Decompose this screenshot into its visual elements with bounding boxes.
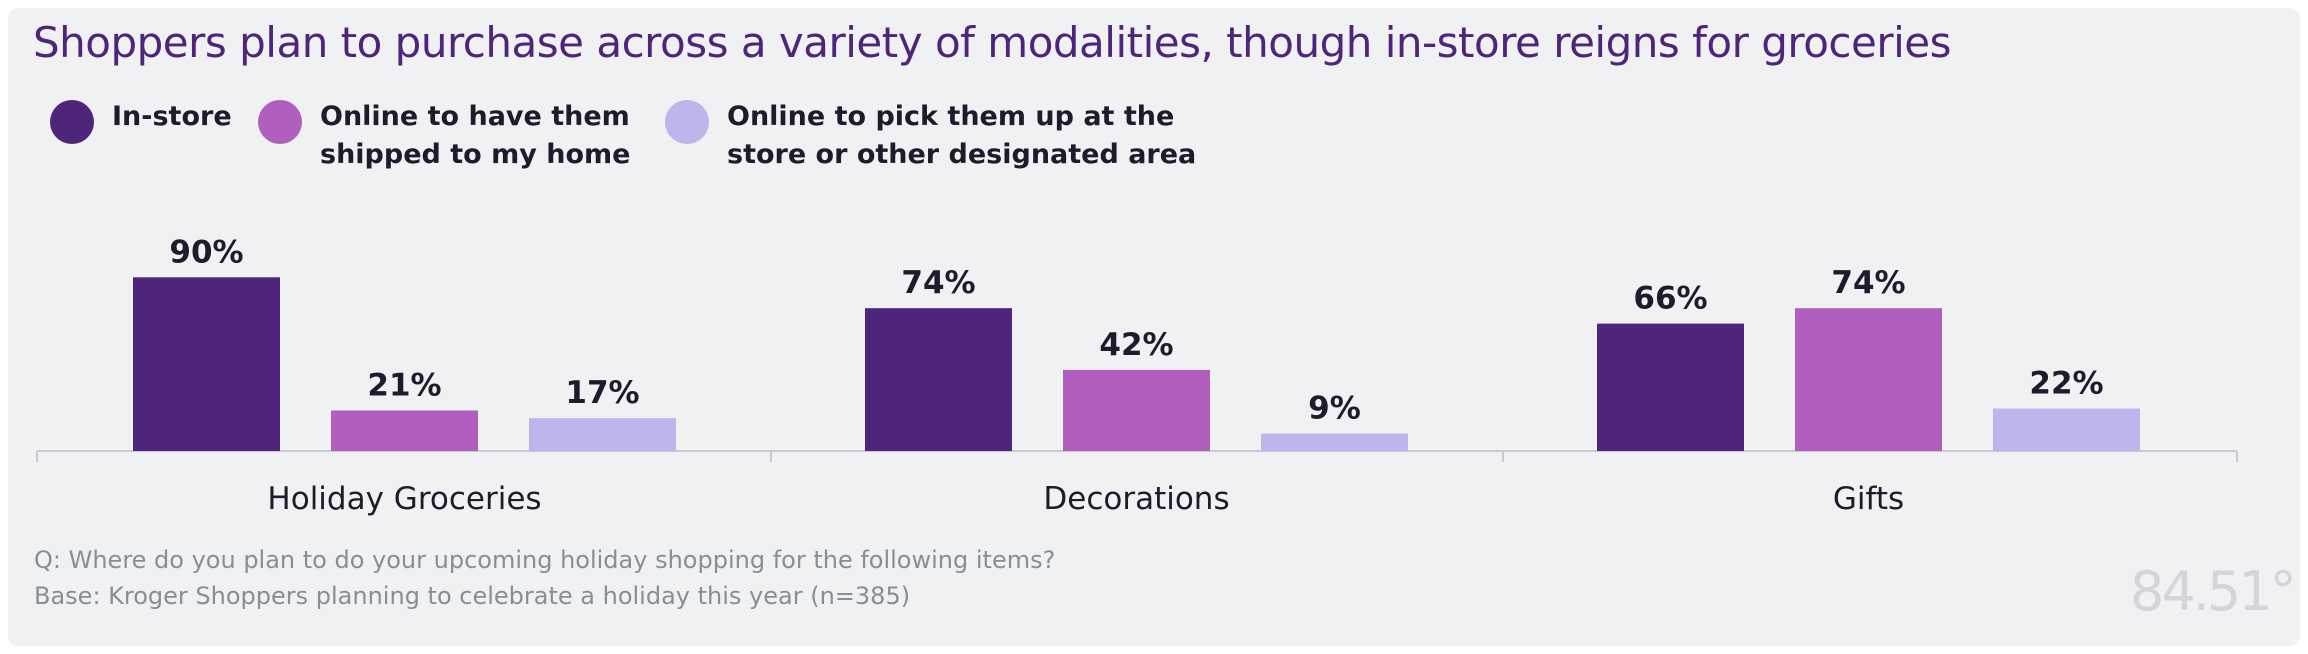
base-footnote: Base: Kroger Shoppers planning to celebr… xyxy=(34,582,911,610)
data-label-gifts-online-to-pick-them-up-at-the-store-or-other-designated-area: 22% xyxy=(2029,366,2103,402)
data-label-holiday-groceries-online-to-have-them-shipped-to-my-home: 21% xyxy=(367,367,441,403)
data-label-decorations-online-to-have-them-shipped-to-my-home: 42% xyxy=(1099,327,1173,363)
data-label-holiday-groceries-in-store: 90% xyxy=(169,234,243,270)
bar-gifts-in-store xyxy=(1597,323,1744,451)
bar-decorations-in-store xyxy=(865,308,1012,451)
data-label-holiday-groceries-online-to-pick-them-up-at-the-store-or-other-designated-area: 17% xyxy=(565,375,639,411)
bar-holiday-groceries-in-store xyxy=(133,277,280,451)
legend-label-online-shipped: Online to have them shipped to my home xyxy=(320,101,631,170)
bar-decorations-online-to-pick-them-up-at-the-store-or-other-designated-area xyxy=(1261,433,1408,451)
bar-decorations-online-to-have-them-shipped-to-my-home xyxy=(1063,369,1210,451)
data-label-decorations-in-store: 74% xyxy=(901,265,975,301)
data-label-decorations-online-to-pick-them-up-at-the-store-or-other-designated-area: 9% xyxy=(1308,391,1361,427)
legend-swatch-online-shipped xyxy=(258,100,302,144)
data-label-gifts-in-store: 66% xyxy=(1633,281,1707,317)
x-tick-label-holiday-groceries: Holiday Groceries xyxy=(267,481,541,517)
legend-label-in-store: In-store xyxy=(112,101,232,132)
bar-gifts-online-to-have-them-shipped-to-my-home xyxy=(1795,308,1942,451)
legend-item-online-shipped: Online to have them shipped to my home xyxy=(258,98,630,174)
bar-holiday-groceries-online-to-have-them-shipped-to-my-home xyxy=(331,410,478,451)
question-footnote: Q: Where do you plan to do your upcoming… xyxy=(34,546,1056,574)
x-tick-label-decorations: Decorations xyxy=(1043,481,1229,517)
chart-title: Shoppers plan to purchase across a varie… xyxy=(33,18,1952,67)
data-label-gifts-online-to-have-them-shipped-to-my-home: 74% xyxy=(1831,265,1905,301)
brand-logo: 84.51° xyxy=(2130,560,2297,623)
legend-item-in-store: In-store xyxy=(50,98,232,144)
legend-item-online-pickup: Online to pick them up at the store or o… xyxy=(665,98,1196,174)
legend-swatch-in-store xyxy=(50,100,94,144)
legend-label-online-pickup: Online to pick them up at the store or o… xyxy=(727,101,1197,170)
x-tick-label-gifts: Gifts xyxy=(1833,481,1904,517)
legend-swatch-online-pickup xyxy=(665,100,709,144)
bar-gifts-online-to-pick-them-up-at-the-store-or-other-designated-area xyxy=(1993,408,2140,451)
bar-holiday-groceries-online-to-pick-them-up-at-the-store-or-other-designated-area xyxy=(529,418,676,451)
